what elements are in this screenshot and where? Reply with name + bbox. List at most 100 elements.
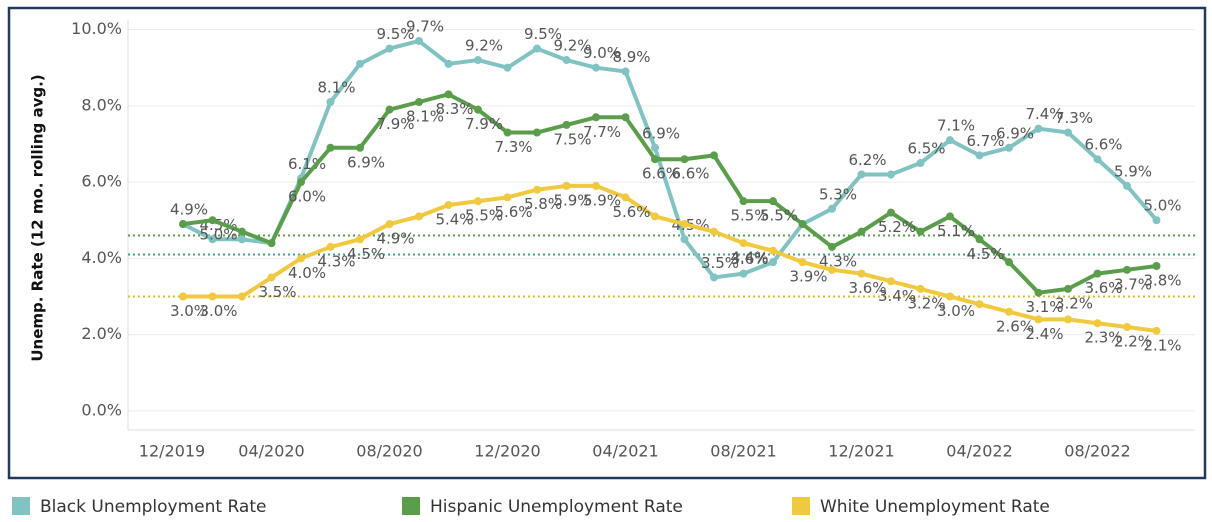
- data-point: [179, 220, 187, 229]
- series-line: [182, 38, 1159, 280]
- data-point: [1005, 143, 1013, 152]
- data-point: [946, 292, 954, 301]
- data-point: [592, 181, 600, 190]
- data-label: 5.6%: [612, 203, 650, 221]
- data-point: [592, 113, 600, 122]
- data-point: [739, 269, 748, 278]
- x-tick-label: 08/2022: [1064, 442, 1130, 461]
- data-label: 5.9%: [583, 191, 621, 209]
- data-label: 8.1%: [317, 79, 355, 97]
- data-point: [887, 277, 895, 286]
- data-point: [1123, 323, 1131, 332]
- data-point: [710, 273, 718, 282]
- data-point: [857, 227, 866, 236]
- data-point: [1034, 315, 1043, 324]
- data-label: 3.0%: [170, 302, 208, 320]
- data-label: 5.9%: [1114, 162, 1152, 180]
- data-label: 4.4%: [730, 249, 768, 267]
- legend-label: Black Unemployment Rate: [40, 497, 266, 517]
- data-label: 7.9%: [465, 115, 503, 133]
- x-tick-label: 04/2020: [238, 442, 304, 461]
- data-point: [651, 212, 659, 221]
- data-point: [769, 197, 777, 206]
- data-label: 4.3%: [819, 252, 857, 270]
- data-point: [1152, 326, 1161, 335]
- data-label: 3.2%: [1055, 294, 1093, 312]
- data-point: [562, 181, 571, 190]
- data-point: [1152, 262, 1161, 270]
- data-point: [798, 258, 807, 267]
- data-point: [503, 128, 512, 137]
- legend-label: Hispanic Unemployment Rate: [430, 497, 683, 517]
- data-label: 7.7%: [583, 123, 621, 141]
- data-point: [562, 120, 571, 129]
- data-label: 2.3%: [1084, 329, 1122, 347]
- data-label: 5.6%: [494, 203, 532, 221]
- data-label: 6.0%: [288, 188, 326, 206]
- data-label: 3.0%: [199, 302, 237, 320]
- y-tick-label: 10.0%: [71, 19, 122, 38]
- data-point: [503, 193, 512, 202]
- data-label: 9.5%: [376, 25, 414, 43]
- data-point: [415, 36, 423, 45]
- data-point: [1152, 216, 1161, 225]
- x-tick-label: 08/2021: [710, 442, 776, 461]
- data-point: [415, 98, 423, 106]
- data-point: [739, 197, 748, 206]
- data-point: [769, 258, 777, 267]
- data-label: 8.3%: [435, 100, 473, 118]
- data-point: [208, 292, 217, 301]
- data-point: [739, 239, 748, 248]
- data-point: [916, 159, 925, 168]
- x-tick-label: 04/2022: [946, 442, 1012, 461]
- data-point: [267, 273, 276, 282]
- data-point: [533, 185, 541, 194]
- data-label: 3.5%: [701, 254, 739, 272]
- y-tick-label: 4.0%: [81, 248, 122, 267]
- data-point: [1064, 284, 1072, 293]
- data-point: [857, 170, 866, 179]
- data-label: 9.0%: [583, 44, 621, 62]
- data-label: 7.1%: [937, 117, 975, 135]
- data-point: [916, 227, 925, 236]
- data-label: 9.2%: [465, 37, 503, 55]
- data-label: 9.7%: [406, 17, 444, 35]
- data-point: [267, 239, 276, 248]
- data-point: [356, 59, 364, 68]
- legend-swatch: [402, 497, 420, 515]
- data-point: [238, 227, 246, 236]
- data-point: [651, 155, 659, 164]
- data-point: [916, 284, 925, 293]
- data-label: 4.0%: [288, 264, 326, 282]
- data-label: 4.5%: [347, 245, 385, 263]
- data-point: [1005, 258, 1013, 267]
- data-label: 2.2%: [1114, 333, 1152, 351]
- data-label: 4.5%: [966, 245, 1004, 263]
- data-point: [621, 193, 630, 202]
- series-line: [183, 183, 1157, 333]
- data-point: [474, 56, 482, 65]
- data-label: 2.1%: [1143, 336, 1181, 354]
- data-label: 6.6%: [671, 165, 709, 183]
- data-label: 3.1%: [1025, 298, 1063, 316]
- data-point: [887, 208, 895, 217]
- data-label: 5.9%: [553, 191, 591, 209]
- data-label: 4.9%: [376, 230, 414, 248]
- data-label: 6.5%: [907, 140, 945, 158]
- data-point: [828, 204, 836, 213]
- data-point: [385, 44, 394, 53]
- data-label: 7.9%: [376, 115, 414, 133]
- data-point: [326, 143, 335, 152]
- data-label: 6.1%: [288, 155, 326, 173]
- data-point: [621, 67, 630, 76]
- data-point: [415, 212, 423, 221]
- data-label: 2.6%: [996, 317, 1034, 335]
- data-label: 3.2%: [907, 294, 945, 312]
- data-point: [1093, 319, 1102, 328]
- data-point: [297, 178, 305, 187]
- data-point: [238, 292, 246, 301]
- data-label: 5.3%: [819, 185, 857, 203]
- data-label: 7.4%: [1025, 105, 1063, 123]
- legend: Black Unemployment Rate Hispanic Unemploy…: [12, 497, 1050, 517]
